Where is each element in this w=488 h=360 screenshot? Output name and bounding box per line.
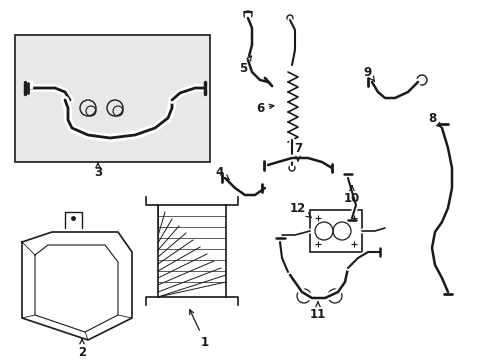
Text: 7: 7 [293, 141, 302, 161]
Bar [309, 210, 361, 252]
Text: 1: 1 [189, 310, 209, 348]
Text: 2: 2 [78, 339, 86, 359]
Text: 12: 12 [289, 202, 311, 217]
Text: 9: 9 [363, 66, 374, 81]
Text: 4: 4 [215, 166, 229, 180]
Text: 5: 5 [238, 56, 251, 75]
Bar [158, 205, 225, 297]
Text: 3: 3 [94, 163, 102, 179]
Text: 10: 10 [343, 186, 359, 204]
Text: 8: 8 [427, 112, 440, 127]
Text: 11: 11 [309, 302, 325, 321]
Bar [15, 35, 209, 162]
Text: 6: 6 [255, 102, 273, 114]
